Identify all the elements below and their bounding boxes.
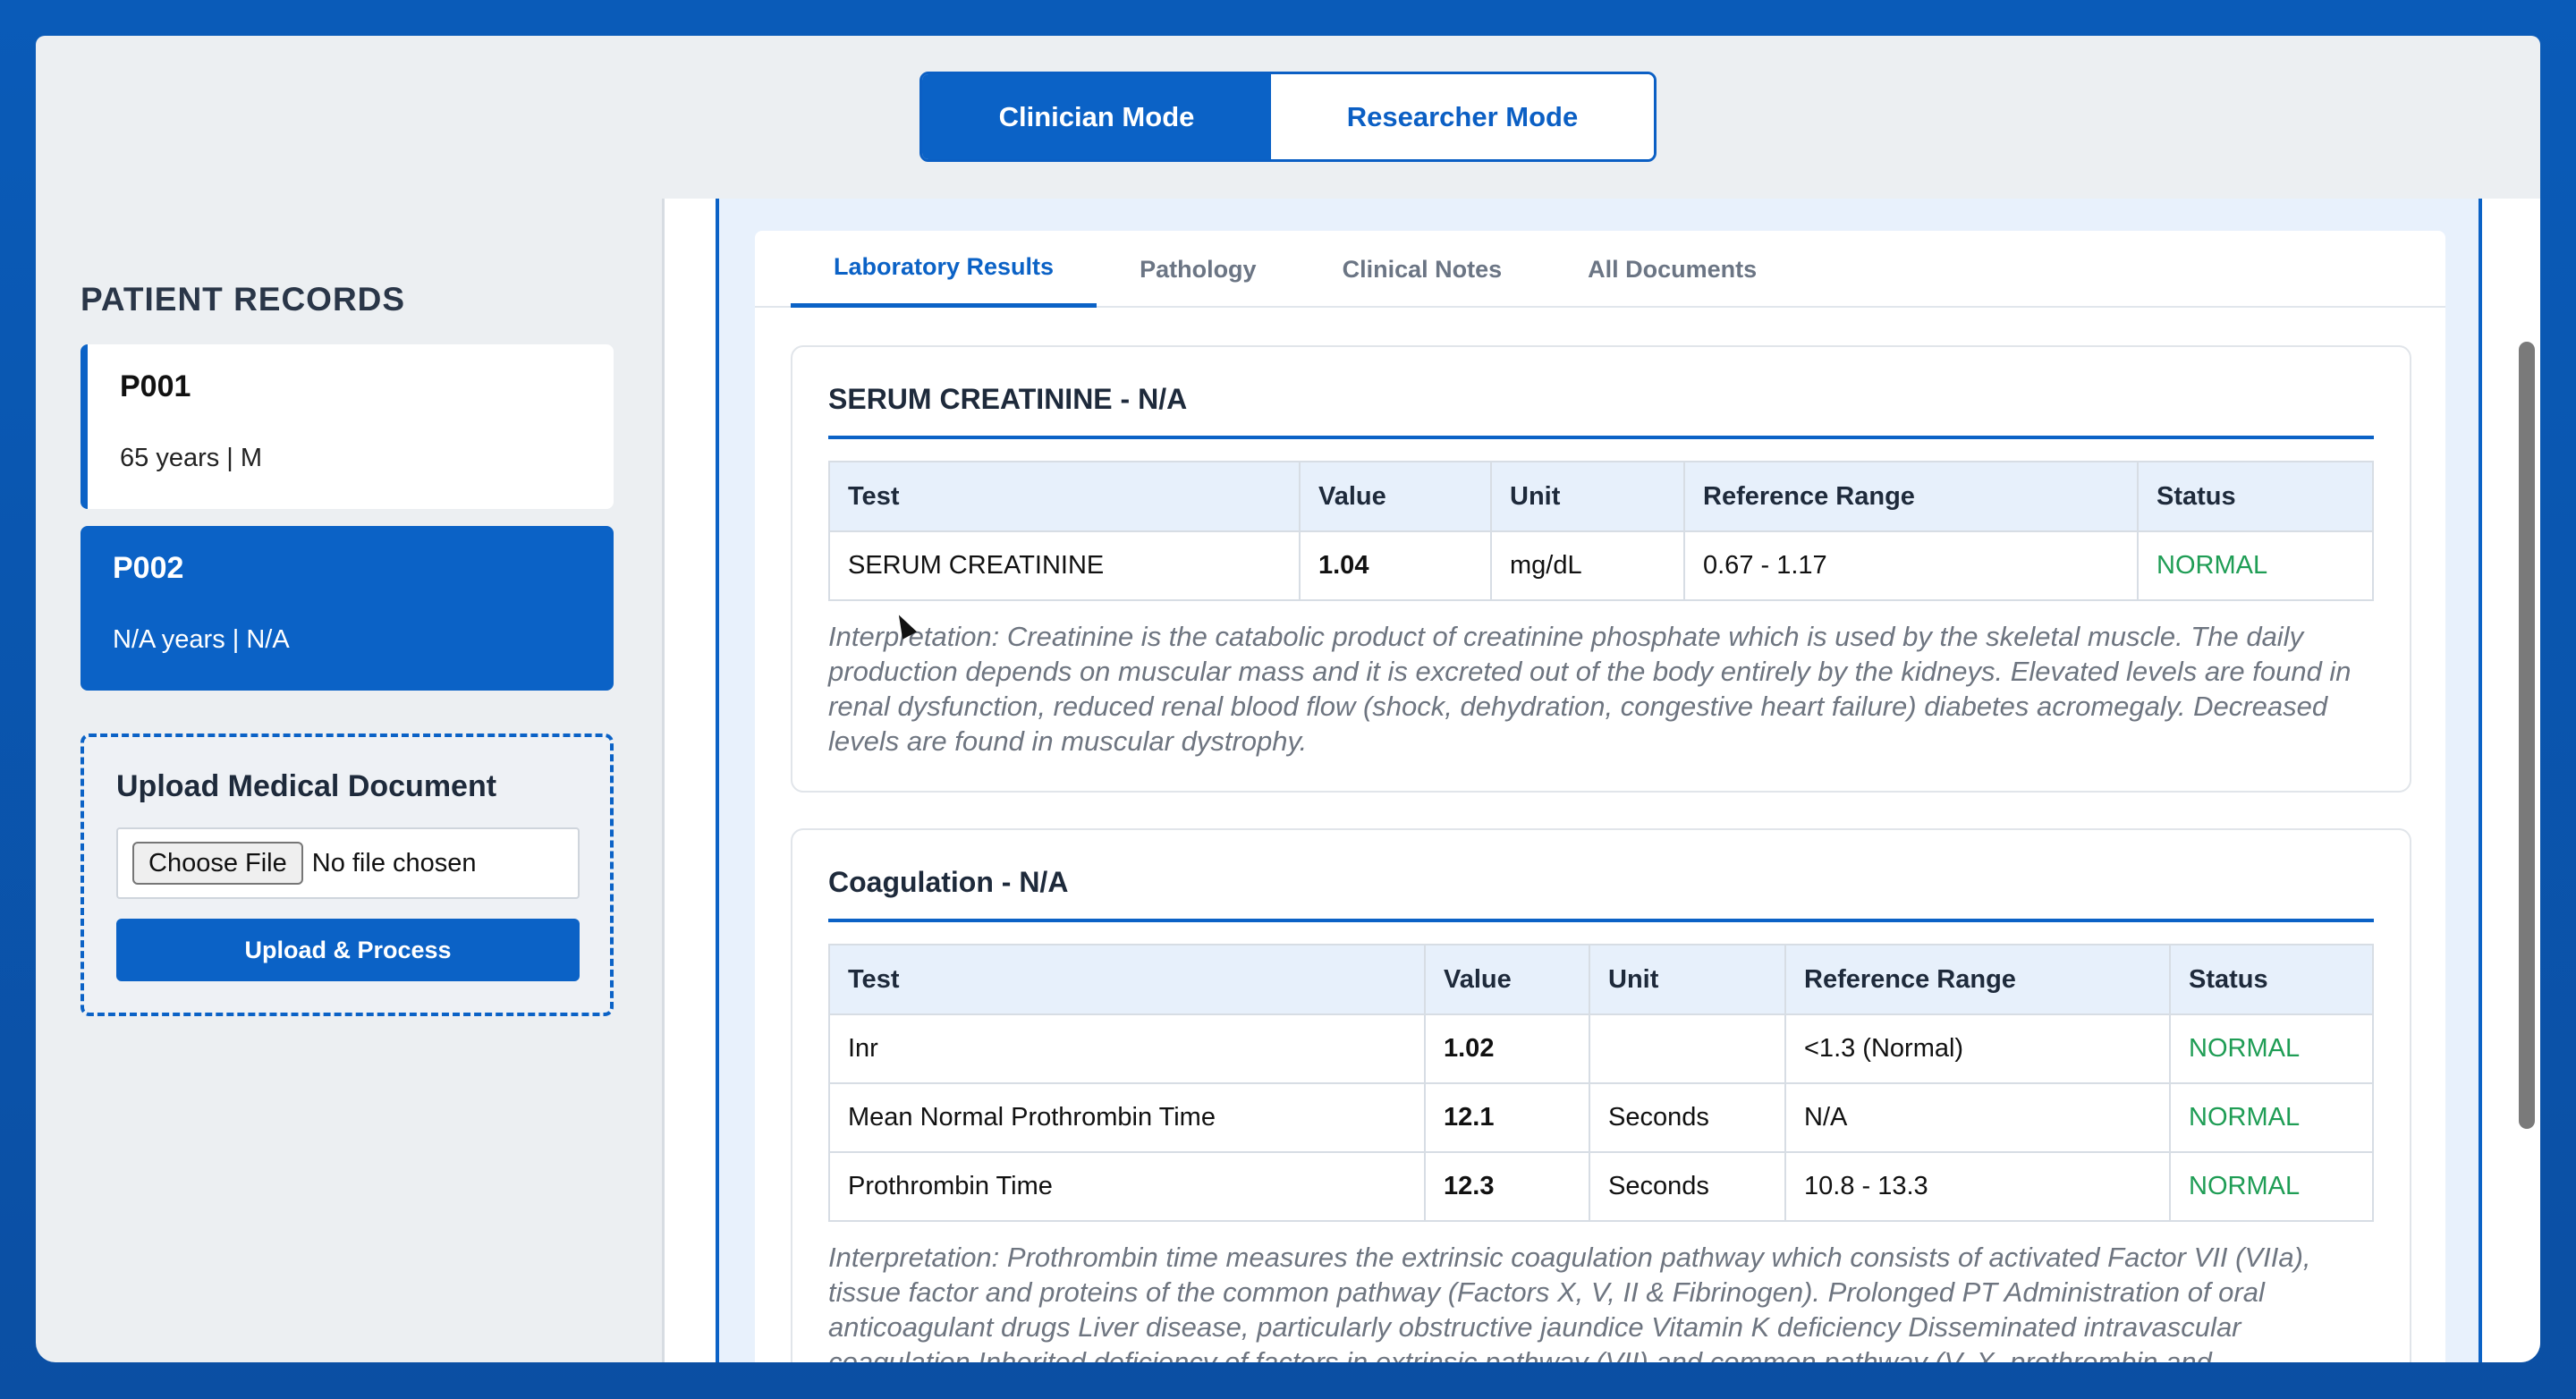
header-test: Test xyxy=(828,944,1426,1015)
lab-table: Test Value Unit Reference Range Status I… xyxy=(828,944,2374,1222)
upload-panel: Upload Medical Document Choose File No f… xyxy=(80,733,614,1016)
choose-file-button[interactable]: Choose File xyxy=(132,842,303,885)
cell-test: Inr xyxy=(828,1013,1426,1084)
tab-all-documents[interactable]: All Documents xyxy=(1588,255,1758,283)
section-title: SERUM CREATININE - N/A xyxy=(828,383,2374,439)
table-row: Inr 1.02 <1.3 (Normal) NORMAL xyxy=(828,1013,2374,1084)
header-status: Status xyxy=(2137,461,2374,532)
lab-table: Test Value Unit Reference Range Status S… xyxy=(828,461,2374,601)
upload-process-button[interactable]: Upload & Process xyxy=(116,919,580,981)
cell-test: Prothrombin Time xyxy=(828,1151,1426,1222)
cell-range: 0.67 - 1.17 xyxy=(1683,530,2139,601)
sidebar-title: PATIENT RECORDS xyxy=(80,281,406,318)
table-row: Prothrombin Time 12.3 Seconds 10.8 - 13.… xyxy=(828,1151,2374,1222)
cell-range: <1.3 (Normal) xyxy=(1784,1013,2171,1084)
cell-value: 12.3 xyxy=(1424,1151,1590,1222)
main-area: Laboratory Results Pathology Clinical No… xyxy=(662,199,2540,1362)
header-test: Test xyxy=(828,461,1301,532)
header-value: Value xyxy=(1424,944,1590,1015)
table-header-row: Test Value Unit Reference Range Status xyxy=(828,461,2374,532)
cell-status: NORMAL xyxy=(2169,1082,2374,1153)
cell-value: 1.04 xyxy=(1299,530,1492,601)
interpretation-text: Interpretation: Prothrombin time measure… xyxy=(828,1242,2311,1362)
patient-card-p002[interactable]: P002 N/A years | N/A xyxy=(80,526,614,691)
cell-value: 1.02 xyxy=(1424,1013,1590,1084)
results-panel: Laboratory Results Pathology Clinical No… xyxy=(755,231,2445,1362)
section-title: Coagulation - N/A xyxy=(828,866,2374,922)
interpretation-text: Interpretation: Creatinine is the catabo… xyxy=(828,621,2351,757)
cell-test: Mean Normal Prothrombin Time xyxy=(828,1082,1426,1153)
header-reference-range: Reference Range xyxy=(1683,461,2139,532)
table-row: SERUM CREATININE 1.04 mg/dL 0.67 - 1.17 … xyxy=(828,530,2374,601)
mode-toggle: Clinician Mode Researcher Mode xyxy=(919,72,1657,162)
cell-status: NORMAL xyxy=(2137,530,2374,601)
cell-status: NORMAL xyxy=(2169,1151,2374,1222)
patient-meta: 65 years | M xyxy=(120,444,263,472)
main-frame: Laboratory Results Pathology Clinical No… xyxy=(716,199,2482,1362)
vertical-scrollbar[interactable] xyxy=(2519,342,2535,1129)
sidebar: PATIENT RECORDS P001 65 years | M P002 N… xyxy=(36,199,662,1362)
header-status: Status xyxy=(2169,944,2374,1015)
cell-test: SERUM CREATININE xyxy=(828,530,1301,601)
tab-laboratory-results[interactable]: Laboratory Results xyxy=(791,231,1097,308)
cell-unit: mg/dL xyxy=(1490,530,1685,601)
tab-pathology[interactable]: Pathology xyxy=(1140,255,1257,283)
patient-card-p001[interactable]: P001 65 years | M xyxy=(80,344,614,509)
table-header-row: Test Value Unit Reference Range Status xyxy=(828,944,2374,1015)
cell-unit xyxy=(1589,1013,1786,1084)
file-status: No file chosen xyxy=(311,848,477,878)
patient-id: P002 xyxy=(113,551,184,585)
cell-range: N/A xyxy=(1784,1082,2171,1153)
tab-clinical-notes[interactable]: Clinical Notes xyxy=(1342,255,1503,283)
header-reference-range: Reference Range xyxy=(1784,944,2171,1015)
clinician-mode-button[interactable]: Clinician Mode xyxy=(922,74,1271,159)
cell-unit: Seconds xyxy=(1589,1151,1786,1222)
cell-status: NORMAL xyxy=(2169,1013,2374,1084)
lab-section-serum-creatinine: SERUM CREATININE - N/A Test Value Unit R… xyxy=(791,345,2411,793)
header-unit: Unit xyxy=(1589,944,1786,1015)
app-window: Clinician Mode Researcher Mode PATIENT R… xyxy=(36,36,2540,1362)
lab-section-coagulation: Coagulation - N/A Test Value Unit Refere… xyxy=(791,828,2411,1362)
cell-range: 10.8 - 13.3 xyxy=(1784,1151,2171,1222)
cell-value: 12.1 xyxy=(1424,1082,1590,1153)
table-row: Mean Normal Prothrombin Time 12.1 Second… xyxy=(828,1082,2374,1153)
researcher-mode-button[interactable]: Researcher Mode xyxy=(1271,74,1654,159)
tab-bar: Laboratory Results Pathology Clinical No… xyxy=(755,231,2445,308)
cell-unit: Seconds xyxy=(1589,1082,1786,1153)
patient-id: P001 xyxy=(120,369,191,403)
header-value: Value xyxy=(1299,461,1492,532)
header-unit: Unit xyxy=(1490,461,1685,532)
file-input[interactable]: Choose File No file chosen xyxy=(116,827,580,899)
patient-meta: N/A years | N/A xyxy=(113,625,290,654)
upload-title: Upload Medical Document xyxy=(116,769,497,803)
